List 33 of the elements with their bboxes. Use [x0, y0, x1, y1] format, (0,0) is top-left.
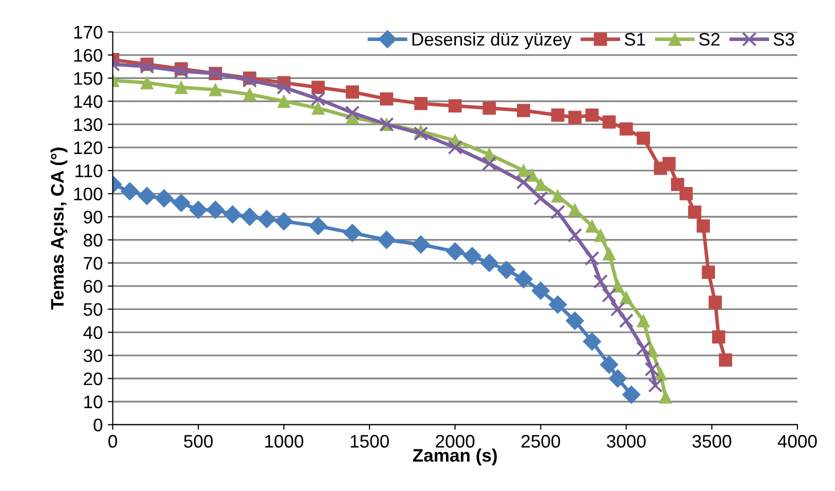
- y-tick-label: 160: [74, 48, 102, 62]
- y-tick-label: 150: [74, 72, 102, 85]
- x-tick-label: 1500: [350, 434, 389, 448]
- y-tick-label: 30: [84, 349, 102, 362]
- y-tick-label: 70: [84, 256, 102, 270]
- legend-label: S2: [699, 32, 720, 46]
- x-tick-label: 3000: [606, 434, 646, 448]
- x-axis-title: Zaman (s): [412, 448, 497, 466]
- y-tick-label: 90: [84, 210, 102, 224]
- y-axis-title: Temas Açısı, CA (°): [50, 148, 68, 310]
- x-tick-label: 4000: [778, 434, 817, 448]
- y-tick-label: 110: [76, 164, 102, 178]
- y-tick-label: 10: [84, 396, 102, 408]
- y-tick-label: 170: [74, 26, 102, 39]
- y-tick-label: 0: [94, 418, 102, 432]
- x-tick-label: 500: [184, 434, 213, 448]
- x-tick-label: 0: [108, 434, 118, 448]
- y-tick-label: 80: [84, 234, 102, 247]
- y-tick-label: 20: [84, 372, 102, 386]
- x-tick-label: 2000: [436, 434, 474, 448]
- y-tick-label: 120: [74, 141, 102, 154]
- y-tick-label: 140: [74, 95, 102, 108]
- y-tick-label: 100: [74, 188, 102, 200]
- x-tick-label: 2500: [521, 434, 560, 448]
- y-tick-label: 40: [83, 326, 102, 340]
- legend-label: S1: [624, 32, 646, 46]
- x-tick-label: 1000: [265, 434, 304, 448]
- x-tick-label: 3500: [692, 434, 732, 448]
- legend-label: Desensiz düz yüzey: [412, 32, 572, 50]
- y-tick-label: 60: [84, 280, 102, 293]
- legend-label: S3: [774, 32, 794, 46]
- y-tick-label: 50: [84, 303, 102, 316]
- y-tick-label: 130: [74, 118, 102, 132]
